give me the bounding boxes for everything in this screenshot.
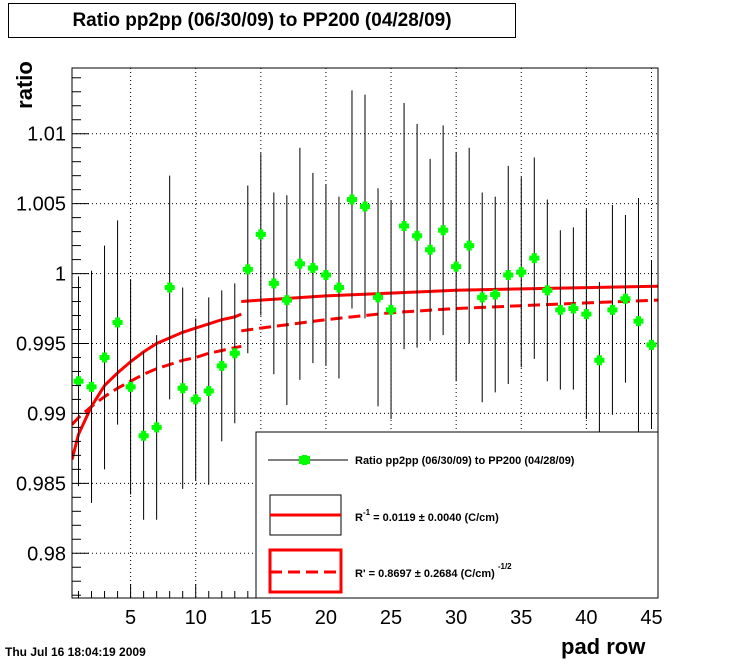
x-tick-label: 25 bbox=[380, 607, 402, 629]
data-point bbox=[177, 383, 188, 394]
data-point bbox=[216, 360, 227, 371]
fit-curve-solid bbox=[241, 284, 658, 303]
data-point bbox=[529, 253, 540, 264]
data-point bbox=[112, 317, 123, 328]
x-tick-label: 15 bbox=[250, 607, 272, 629]
y-axis-label-wrap: ratio bbox=[8, 55, 42, 115]
fit-dashed-value: = 0.8697 ± 0.2684 (C/cm) bbox=[366, 568, 496, 580]
data-point bbox=[464, 240, 475, 251]
data-point bbox=[594, 355, 605, 366]
x-tick-label: 30 bbox=[445, 607, 467, 629]
data-point bbox=[164, 282, 175, 293]
x-tick-label: 40 bbox=[575, 607, 597, 629]
fit-dashed-main: R' bbox=[355, 568, 366, 580]
fit-solid-main: R bbox=[355, 512, 363, 524]
chart-title: Ratio pp2pp (06/30/09) to PP200 (04/28/0… bbox=[72, 9, 452, 31]
data-point bbox=[333, 282, 344, 293]
legend-data-label: Ratio pp2pp (06/30/09) to PP200 (04/28/0… bbox=[355, 455, 575, 467]
legend-fit-dashed-label: R' = 0.8697 ± 0.2684 (C/cm)-1/2 bbox=[355, 562, 512, 580]
data-point bbox=[73, 376, 84, 387]
data-point bbox=[568, 303, 579, 314]
data-point bbox=[294, 258, 305, 269]
data-point bbox=[438, 225, 449, 236]
data-point bbox=[451, 261, 462, 272]
y-tick-label: 0.99 bbox=[27, 403, 66, 425]
data-point bbox=[255, 229, 266, 240]
x-tick-label: 5 bbox=[125, 607, 136, 629]
axes: 5 10 15 20 25 30 35 40 45 0.98 0.985 0.99 0.995 1 1.00… bbox=[16, 77, 663, 629]
legend-fit-solid-label: R-1 = 0.0119 ± 0.0040 (C/cm) bbox=[355, 508, 499, 524]
y-tick-label: 1 bbox=[55, 264, 66, 286]
data-point bbox=[633, 316, 644, 327]
data-point bbox=[503, 269, 514, 280]
timestamp: Thu Jul 16 18:04:19 2009 bbox=[5, 645, 146, 659]
data-point bbox=[607, 304, 618, 315]
chart-title-box: Ratio pp2pp (06/30/09) to PP200 (04/28/0… bbox=[8, 3, 516, 38]
data-point bbox=[373, 292, 384, 303]
data-point bbox=[125, 381, 136, 392]
data-point bbox=[138, 430, 149, 441]
y-tick-label: 0.995 bbox=[16, 333, 66, 355]
data-point bbox=[190, 394, 201, 405]
legend-entry-fit-dashed: R' = 0.8697 ± 0.2684 (C/cm)-1/2 bbox=[268, 548, 512, 594]
data-point bbox=[399, 221, 410, 232]
data-point bbox=[268, 278, 279, 289]
y-tick-label: 0.985 bbox=[16, 473, 66, 495]
y-axis-label: ratio bbox=[12, 61, 37, 109]
data-point bbox=[425, 244, 436, 255]
fit-dashed-sup: -1/2 bbox=[498, 562, 512, 571]
data-point bbox=[412, 230, 423, 241]
data-point bbox=[516, 267, 527, 278]
data-point bbox=[86, 381, 97, 392]
fit-curve-dashed bbox=[72, 344, 242, 426]
data-point bbox=[620, 293, 631, 304]
data-point bbox=[555, 304, 566, 315]
data-point bbox=[542, 285, 553, 296]
y-tick-label: 0.98 bbox=[27, 543, 66, 565]
fit-solid-value: = 0.0119 ± 0.0040 (C/cm) bbox=[370, 512, 499, 524]
x-tick-label: 35 bbox=[510, 607, 532, 629]
x-tick-label: 20 bbox=[315, 607, 337, 629]
fit-solid-sup: -1 bbox=[363, 508, 371, 517]
x-axis-label: pad row bbox=[561, 634, 646, 659]
data-point bbox=[307, 262, 318, 273]
data-point bbox=[360, 201, 370, 212]
x-tick-label: 10 bbox=[185, 607, 207, 629]
data-point bbox=[320, 269, 331, 280]
data-point bbox=[346, 194, 357, 205]
data-point bbox=[242, 264, 253, 275]
legend-data-marker bbox=[299, 456, 310, 465]
data-point bbox=[646, 339, 657, 350]
data-point bbox=[203, 386, 214, 397]
data-point bbox=[229, 348, 240, 359]
legend-entry-data: Ratio pp2pp (06/30/09) to PP200 (04/28/0… bbox=[268, 455, 575, 467]
legend: Ratio pp2pp (06/30/09) to PP200 (04/28/0… bbox=[255, 431, 659, 599]
data-point bbox=[386, 304, 397, 315]
data-point bbox=[99, 352, 110, 363]
fit-curve-dashed bbox=[241, 298, 658, 333]
y-tick-label: 1.01 bbox=[27, 124, 66, 146]
data-point bbox=[281, 295, 292, 306]
data-point bbox=[490, 289, 501, 300]
data-point bbox=[477, 292, 488, 303]
data-point bbox=[151, 422, 162, 433]
x-tick-label: 45 bbox=[640, 607, 662, 629]
data-point bbox=[581, 309, 592, 320]
legend-entry-fit-solid: R-1 = 0.0119 ± 0.0040 (C/cm) bbox=[269, 494, 499, 536]
y-tick-label: 1.005 bbox=[16, 194, 66, 216]
data-points bbox=[73, 90, 657, 520]
